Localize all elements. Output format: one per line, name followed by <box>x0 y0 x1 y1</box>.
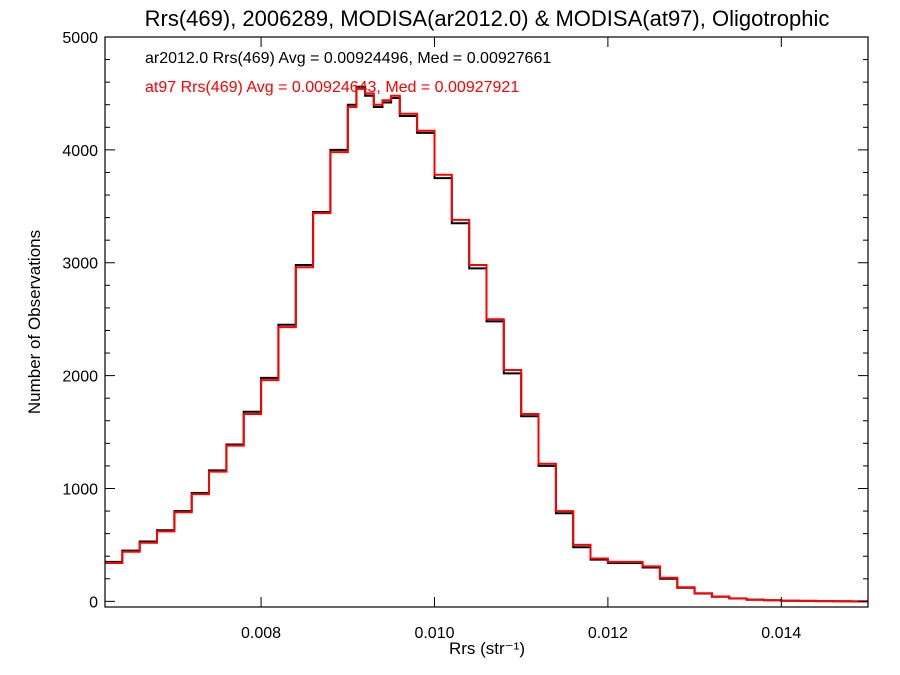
chart-title: Rrs(469), 2006289, MODISA(ar2012.0) & MO… <box>145 6 830 31</box>
y-tick-label: 0 <box>89 594 98 611</box>
plot-area <box>105 85 868 603</box>
x-tick-label: 0.012 <box>588 625 628 642</box>
axes: 0.008 0.010 0.012 0.014 0 1000 2000 3000 4000 500… <box>62 30 869 642</box>
y-tick-label: 4000 <box>62 143 98 160</box>
x-tick-label: 0.008 <box>241 625 281 642</box>
annotation-at97: at97 Rrs(469) Avg = 0.00924643, Med = 0.… <box>145 79 519 96</box>
x-axis-label: Rrs (str⁻¹) <box>449 639 525 658</box>
series-line-0 <box>105 85 868 603</box>
y-tick-label: 1000 <box>62 481 98 498</box>
series-line-1 <box>105 87 868 603</box>
plot-frame <box>104 36 869 608</box>
y-tick-label: 5000 <box>62 30 98 47</box>
y-axis-label: Number of Observations <box>25 230 44 414</box>
x-tick-label: 0.014 <box>761 625 801 642</box>
y-tick-label: 2000 <box>62 369 98 386</box>
y-tick-label: 3000 <box>62 256 98 273</box>
x-tick-label: 0.010 <box>414 625 454 642</box>
annotation-ar2012: ar2012.0 Rrs(469) Avg = 0.00924496, Med … <box>145 50 551 67</box>
